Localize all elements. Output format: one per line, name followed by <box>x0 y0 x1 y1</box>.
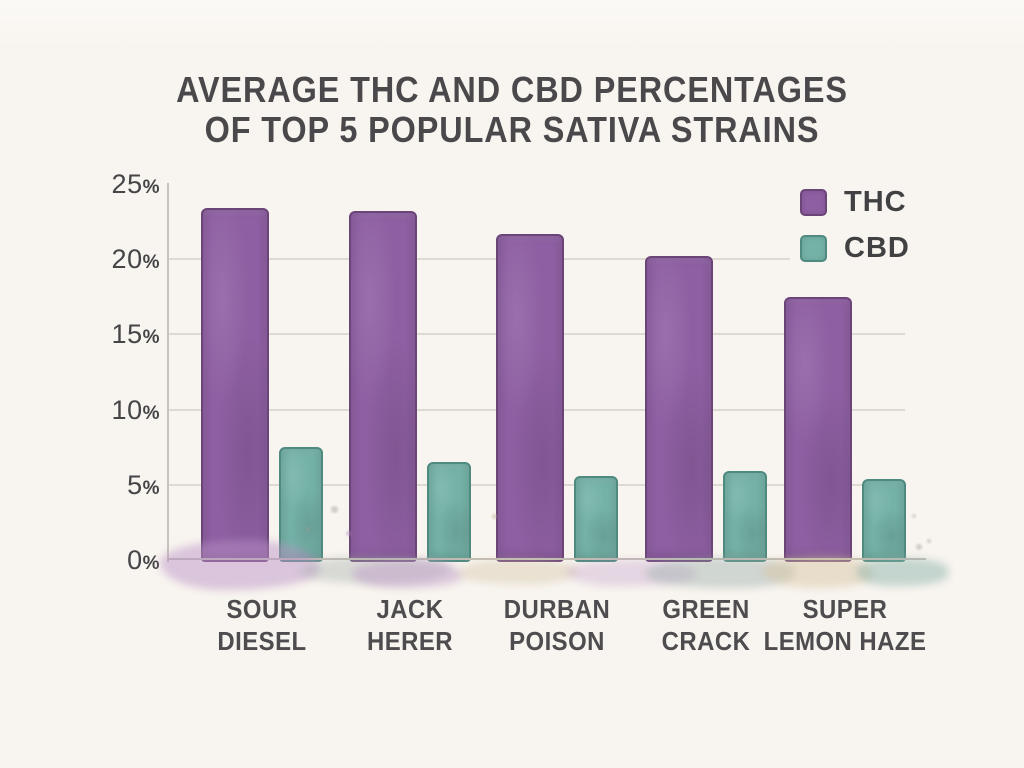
watercolor-splotch <box>762 556 874 588</box>
ytick-15: 15% <box>40 319 160 353</box>
xlabel-sour-diesel: SOUR DIESEL <box>161 593 363 657</box>
x-axis-baseline <box>168 558 926 560</box>
ytick-percent-sign: % <box>142 402 160 424</box>
legend-swatch-thc <box>800 189 827 216</box>
xlabel-durban-poison: DURBAN POISON <box>456 593 658 657</box>
ytick-value: 15 <box>111 319 143 350</box>
ytick-value: 20 <box>111 244 143 275</box>
paint-speckle <box>927 539 931 543</box>
chart-title-line2: OF TOP 5 POPULAR SATIVA STRAINS <box>204 109 820 150</box>
gridline-20pct <box>168 258 790 261</box>
ytick-percent-sign: % <box>142 477 160 499</box>
xlabel-super-lemon-haze: SUPER LEMON HAZE <box>744 593 946 657</box>
xlabel-line: DIESEL <box>217 626 307 656</box>
thc-bar-sour-diesel <box>201 208 269 562</box>
ytick-value: 25 <box>111 169 143 199</box>
cbd-bar-jack-herer <box>427 462 471 562</box>
ytick-value: 10 <box>111 394 143 425</box>
thc-bar-durban-poison <box>496 233 564 562</box>
xlabel-line: HERER <box>366 626 454 656</box>
paint-speckle <box>305 527 310 532</box>
legend-label-thc: THC <box>844 186 907 218</box>
ytick-percent-sign: % <box>142 553 160 574</box>
ytick-0: 0% <box>40 545 160 579</box>
ytick-5: 5% <box>40 470 160 504</box>
ytick-20: 20% <box>40 244 160 278</box>
legend-swatch-cbd <box>800 235 827 262</box>
ytick-10: 10% <box>40 395 160 429</box>
ytick-25: 25% <box>40 169 160 203</box>
xlabel-line: DURBAN <box>503 594 611 624</box>
ytick-value: 5 <box>127 469 143 500</box>
cbd-bar-green-crack <box>723 471 767 562</box>
ytick-percent-sign: % <box>142 177 160 198</box>
chart-title-line1: AVERAGE THC AND CBD PERCENTAGES <box>176 69 848 110</box>
chart-title: AVERAGE THC AND CBD PERCENTAGES OF TOP 5… <box>51 70 973 150</box>
cbd-bar-sour-diesel <box>279 447 323 562</box>
watercolor-splotch <box>300 557 450 584</box>
paint-speckle <box>912 514 916 518</box>
xlabel-line: JACK <box>376 594 444 624</box>
legend-item-thc: THC <box>800 186 910 219</box>
paint-speckle <box>916 544 922 550</box>
legend: THC CBD <box>790 181 920 278</box>
watercolor-splotch <box>645 558 795 588</box>
legend-item-cbd: CBD <box>800 232 910 265</box>
paint-speckle <box>331 506 338 513</box>
cbd-bar-super-lemon-haze <box>862 478 906 562</box>
watercolor-splotch <box>458 560 578 584</box>
y-axis-line <box>167 183 169 562</box>
watercolor-splotch <box>566 560 696 586</box>
thc-bar-green-crack <box>645 256 713 562</box>
legend-label-cbd: CBD <box>844 232 910 264</box>
ytick-percent-sign: % <box>142 327 160 349</box>
xlabel-green-crack: GREEN CRACK <box>605 593 807 657</box>
cbd-bar-durban-poison <box>574 475 618 562</box>
watercolor-splotch <box>160 540 320 590</box>
xlabel-line: SOUR <box>226 594 298 624</box>
xlabel-line: POISON <box>509 626 605 656</box>
xlabel-jack-herer: JACK HERER <box>309 593 511 657</box>
ytick-percent-sign: % <box>142 252 160 274</box>
thc-bar-jack-herer <box>349 211 417 562</box>
ytick-value: 0 <box>127 545 143 575</box>
thc-bar-super-lemon-haze <box>784 296 852 562</box>
paint-speckle <box>346 531 351 536</box>
xlabel-line: LEMON HAZE <box>763 626 927 656</box>
watercolor-splotch <box>856 558 948 586</box>
watercolor-splotch <box>352 560 462 588</box>
xlabel-line: GREEN <box>662 594 750 624</box>
xlabel-line: SUPER <box>802 594 888 624</box>
paint-speckle <box>492 514 497 519</box>
xlabel-line: CRACK <box>661 626 751 656</box>
